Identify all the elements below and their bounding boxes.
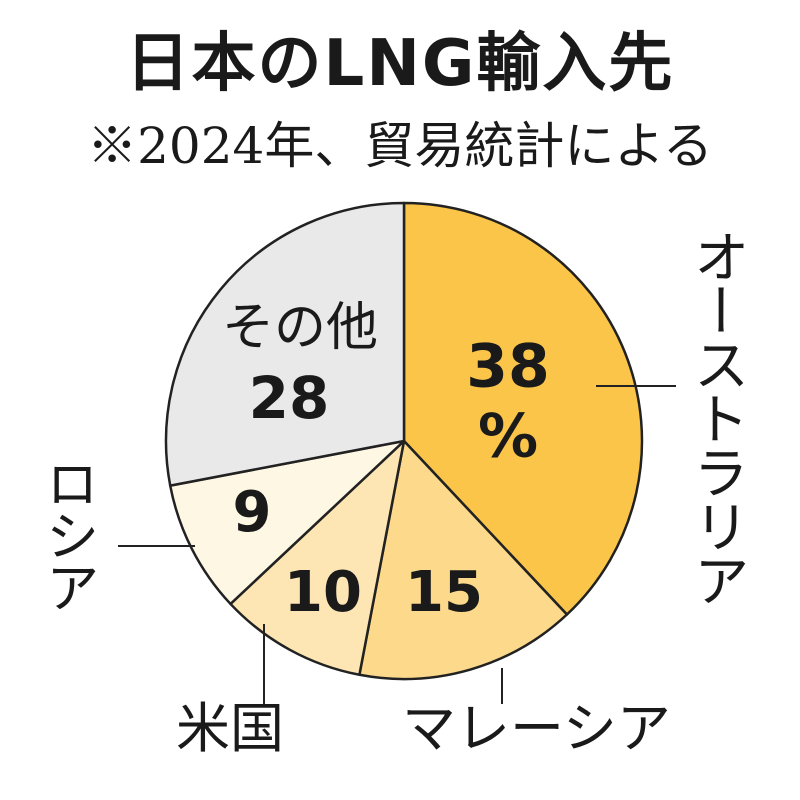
value-label-russia: 9	[233, 480, 272, 545]
value-label-other: 28	[249, 364, 330, 432]
pie-slice-russia	[168, 439, 406, 606]
chart-subtitle: ※2024年、貿易統計による	[87, 117, 713, 175]
category-label-australia: オーストラリア	[684, 228, 749, 606]
pie-slice-other	[164, 201, 406, 487]
chart-title: 日本のLNG輸入先	[125, 27, 675, 101]
category-label-russia: ロシア	[36, 456, 99, 612]
pie-slice-australia	[402, 201, 644, 616]
value-label-usa: 10	[284, 560, 362, 625]
category-label-usa: 米国	[176, 697, 284, 760]
category-label-other: その他	[222, 298, 379, 358]
unit-label: %	[478, 402, 538, 472]
value-label-australia: 38	[466, 332, 550, 402]
pie-slice-malaysia	[358, 439, 569, 681]
value-label-malaysia: 15	[405, 560, 483, 625]
pie-slice-usa	[229, 439, 406, 677]
category-label-malaysia: マレーシア	[402, 697, 671, 760]
